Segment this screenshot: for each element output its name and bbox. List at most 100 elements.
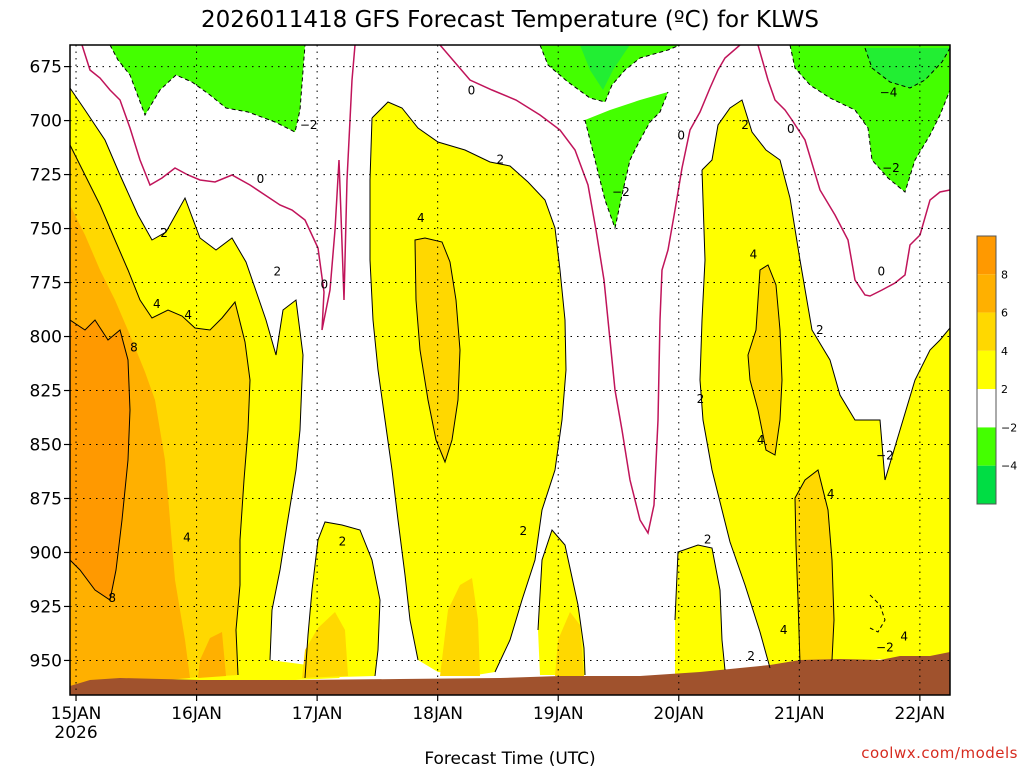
fill-band-4-6-center: [415, 238, 460, 462]
contour-line-8: [70, 319, 131, 601]
contour-label: −2: [300, 118, 318, 132]
contour-label: 2: [519, 524, 527, 538]
y-tick-label: 925: [30, 597, 62, 617]
contour-label: −2: [876, 448, 894, 462]
colorbar-swatch: [977, 427, 996, 466]
contour-label: 4: [183, 530, 191, 544]
y-tick-label: 775: [30, 274, 62, 294]
contour-label: 4: [757, 433, 765, 447]
plot-frame: [69, 44, 951, 696]
contour-label: 0: [321, 278, 329, 292]
y-tick-label: 750: [30, 220, 62, 240]
fill-band-2-4-right: [700, 100, 950, 668]
contour-label: 8: [108, 591, 116, 605]
contour-line-4: [70, 144, 251, 676]
contour-label: 2: [741, 118, 749, 132]
contour-label: 4: [417, 211, 425, 225]
contour-line-layer: [70, 45, 950, 679]
contour-line-2: [369, 117, 419, 661]
colorbar-swatch: [977, 236, 996, 275]
x-axis-title: Forecast Time (UTC): [424, 749, 595, 768]
contour-label: 4: [780, 623, 788, 637]
y-tick-label: 875: [30, 489, 62, 509]
contour-line-2: [701, 99, 950, 481]
contour-label: −2: [876, 640, 894, 654]
x-tick-label: 22JAN: [895, 704, 946, 724]
contour-label: −2: [612, 185, 630, 199]
contour-label: 0: [787, 122, 795, 136]
colorbar-label: 2: [1001, 383, 1008, 396]
contour-label: 8: [130, 340, 138, 354]
contour-label: 2: [274, 265, 282, 279]
contour-line-2: [537, 529, 586, 676]
contour-line-minus2: [109, 45, 306, 133]
y-tick-label: 800: [30, 328, 62, 348]
contour-label: 4: [750, 247, 758, 261]
y-axis: 675 700 725 750 775 800 825 850 875 900 925 950: [30, 58, 70, 671]
contour-line-minus2: [869, 594, 886, 633]
contour-label: 2: [816, 323, 824, 337]
y-tick-label: 725: [30, 166, 62, 186]
colorbar-label: 8: [1001, 268, 1008, 281]
contour-label: 2: [704, 533, 712, 547]
contour-label: 2: [339, 535, 347, 549]
x-tick-label: 17JAN: [292, 704, 343, 724]
y-tick-label: 700: [30, 112, 62, 132]
fill-band-4-6-lower-c: [555, 612, 584, 676]
fill-band-4-6-lower-b: [440, 578, 480, 676]
x-tick-label: 18JAN: [412, 704, 463, 724]
contour-line-minus2: [584, 91, 669, 230]
colorbar-swatch: [977, 274, 996, 313]
contour-label: 2: [747, 649, 755, 663]
colorbar-label: 6: [1001, 307, 1008, 320]
fill-band-4-6-right-b: [795, 470, 834, 663]
contour-label: 0: [257, 172, 265, 186]
contour-line-2: [371, 101, 567, 673]
y-tick-label: 825: [30, 382, 62, 402]
y-tick-label: 850: [30, 436, 62, 456]
contour-line-zero-center: [439, 45, 741, 535]
contour-label: 4: [184, 308, 192, 322]
fill-band-4-6-right-a: [748, 265, 782, 455]
fill-band-minus4-right: [865, 48, 950, 88]
y-tick-label: 950: [30, 651, 62, 671]
contour-line-2: [699, 169, 771, 669]
contour-label: −4: [880, 86, 898, 100]
contour-line-zero-right: [757, 45, 950, 297]
contour-line-2: [70, 87, 304, 661]
contour-line-4: [414, 237, 461, 464]
contour-label: 4: [153, 297, 161, 311]
contour-label: 2: [160, 226, 168, 240]
y-tick-label: 675: [30, 58, 62, 78]
gridlines: [70, 45, 950, 695]
contour-line-4: [747, 264, 783, 456]
x-tick-label: 19JAN: [533, 704, 584, 724]
contour-label: −2: [882, 161, 900, 175]
contour-label: 0: [468, 83, 476, 97]
fill-band-minus4-center: [580, 45, 630, 90]
contour-line-minus4: [864, 47, 950, 89]
chart-title: 2026011418 GFS Forecast Temperature (ºC)…: [201, 7, 819, 33]
contour-line-2: [304, 521, 381, 679]
x-tick-label: 16JAN: [171, 704, 222, 724]
credit-link[interactable]: coolwx.com/models: [861, 744, 1018, 762]
fill-band-above-8: [70, 320, 130, 600]
colorbar-swatch: [977, 350, 996, 390]
colorbar-swatch: [977, 312, 996, 351]
colorbar-swatch: [977, 389, 996, 428]
temperature-fill-layer: [70, 45, 950, 695]
colorbar-outline: [976, 235, 997, 505]
contour-line-minus2: [539, 45, 681, 103]
x-tick-sublabel: 2026: [54, 723, 97, 743]
contour-label: 2: [497, 152, 505, 166]
contour-line-minus2: [789, 45, 950, 193]
terrain-ground: [70, 652, 950, 695]
contour-label: 4: [827, 487, 835, 501]
contour-label: 0: [677, 129, 685, 143]
contour-line-2: [674, 544, 726, 671]
colorbar-label: −2: [1001, 421, 1017, 434]
contour-line-zero-left: [81, 45, 356, 331]
x-tick-label: 20JAN: [653, 704, 704, 724]
